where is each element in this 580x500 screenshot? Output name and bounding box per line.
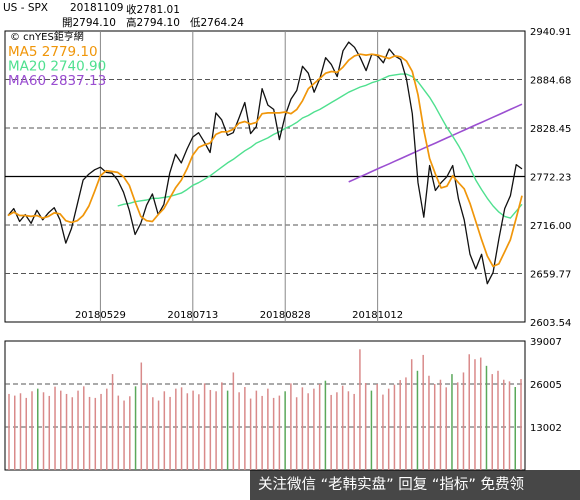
x-tick-label: 20180529 — [75, 310, 126, 321]
price-tick-label: 2884.68 — [530, 76, 571, 87]
volume-panel: 39007 26005 13002 — [4, 337, 562, 471]
x-tick-label: 20181012 — [352, 310, 403, 321]
price-tick-label: 2716.00 — [530, 221, 571, 232]
price-tick-label: 2828.45 — [530, 124, 571, 135]
ma60-line — [348, 103, 523, 183]
ma5-line — [7, 53, 523, 268]
high-price: 高2794.10 — [126, 17, 180, 29]
promo-banner: 关注微信 “老韩实盘” 回复 “指标” 免费领 — [250, 470, 580, 500]
x-tick-label: 20180713 — [167, 310, 218, 321]
ma20-legend: MA20 2740.90 — [8, 59, 106, 75]
ma60-legend: MA60 2837.13 — [8, 73, 106, 89]
market-name: US - SPX — [3, 2, 49, 14]
volume-frame — [4, 340, 526, 471]
price-line — [7, 41, 523, 285]
ma5-legend: MA5 2779.10 — [8, 44, 98, 60]
price-panel: 2940.91 2884.68 2828.45 2772.23 2716.00 2659.… — [4, 27, 571, 329]
ma20-line — [117, 73, 523, 219]
price-tick-label: 2940.91 — [530, 27, 571, 38]
watermark: © cnYES鉅亨網 — [10, 30, 84, 43]
volume-tick-label: 26005 — [530, 380, 562, 391]
close-price: 收2781.01 — [126, 4, 180, 16]
price-tick-label: 2603.54 — [530, 318, 571, 329]
quote-date: 20181109 — [70, 2, 124, 14]
price-tick-label: 2772.23 — [530, 172, 571, 183]
volume-tick-label: 13002 — [530, 423, 562, 434]
low-price: 低2764.24 — [190, 17, 244, 29]
x-tick-label: 20180828 — [260, 310, 311, 321]
volume-tick-label: 39007 — [530, 337, 562, 348]
price-tick-label: 2659.77 — [530, 269, 571, 280]
open-price: 開2794.10 — [62, 17, 116, 29]
